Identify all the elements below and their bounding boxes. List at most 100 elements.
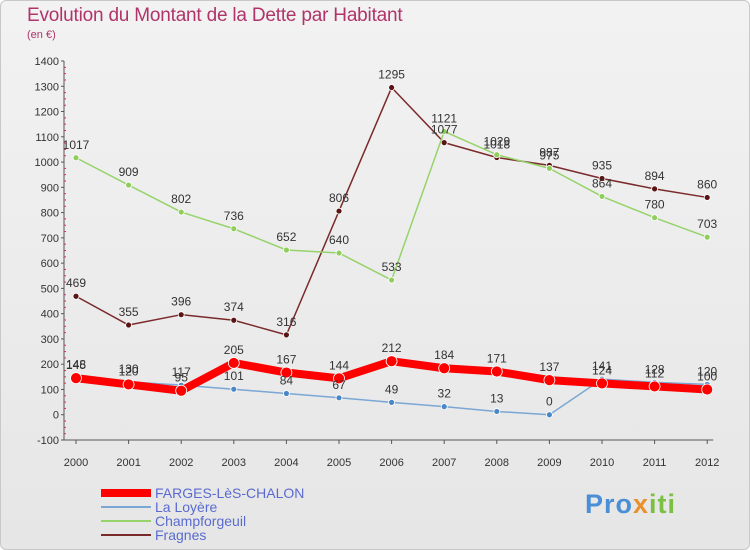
x-tick-label: 2000 xyxy=(64,457,88,469)
data-label: 184 xyxy=(434,348,454,362)
data-point xyxy=(388,84,396,91)
legend-label-la-loyere: La Loyère xyxy=(155,499,218,515)
x-tick-label: 2010 xyxy=(590,457,614,469)
data-label: 736 xyxy=(224,209,244,223)
data-point xyxy=(388,398,396,406)
legend-label-fragnes: Fragnes xyxy=(155,527,207,543)
data-label: 141 xyxy=(592,359,612,373)
data-point xyxy=(703,194,711,201)
data-label: 144 xyxy=(329,358,349,372)
data-point xyxy=(651,214,658,222)
data-point xyxy=(703,233,711,241)
data-label: 864 xyxy=(592,176,612,190)
y-tick-label: 900 xyxy=(41,182,59,194)
x-tick-label: 2002 xyxy=(169,457,193,469)
data-point xyxy=(282,390,290,397)
data-point xyxy=(72,154,80,162)
data-label: 1017 xyxy=(63,138,90,152)
data-point xyxy=(648,380,661,393)
data-label: 120 xyxy=(119,364,139,378)
x-tick-label: 2009 xyxy=(537,457,561,469)
data-point xyxy=(177,311,185,319)
data-label: 167 xyxy=(276,353,296,367)
data-point xyxy=(598,193,606,200)
data-point xyxy=(125,181,132,189)
x-tick-label: 2012 xyxy=(695,457,719,469)
legend-swatch-champforgeuil xyxy=(101,520,151,522)
data-label: 13 xyxy=(490,391,504,405)
y-tick-label: 300 xyxy=(41,334,59,346)
data-point xyxy=(335,249,343,257)
x-tick-label: 2007 xyxy=(432,457,456,469)
data-point xyxy=(230,385,238,393)
data-point xyxy=(543,374,556,387)
data-point xyxy=(546,411,553,419)
x-tick-label: 2008 xyxy=(485,457,509,469)
y-tick-label: 600 xyxy=(41,258,59,270)
data-label: 802 xyxy=(171,192,191,206)
data-label: 806 xyxy=(329,191,349,205)
data-label: 112 xyxy=(645,366,664,380)
legend-item-la-loyere: La Loyère xyxy=(101,500,304,514)
data-label: 469 xyxy=(66,276,86,290)
y-tick-label: 1000 xyxy=(35,157,59,169)
data-label: 117 xyxy=(172,365,191,379)
data-label: 171 xyxy=(487,352,507,366)
data-point xyxy=(122,378,135,391)
data-label: 205 xyxy=(224,343,244,357)
data-label: 1018 xyxy=(483,138,510,152)
data-label: 101 xyxy=(224,369,244,383)
y-tick-label: 1200 xyxy=(35,107,59,119)
series-layer xyxy=(70,84,714,419)
x-tick-label: 2006 xyxy=(379,457,403,469)
y-tick-label: 0 xyxy=(53,410,59,422)
data-point xyxy=(230,225,238,233)
data-label: 148 xyxy=(66,357,86,371)
axes: -100010020030040050060070080090010001100… xyxy=(35,56,720,469)
data-label: 137 xyxy=(539,360,559,374)
x-tick-label: 2001 xyxy=(116,457,140,469)
data-label: 533 xyxy=(382,260,402,274)
data-point xyxy=(701,383,714,396)
data-point xyxy=(596,377,608,390)
data-point xyxy=(227,357,240,369)
legend: FARGES-LèS-CHALON La Loyère Champforgeui… xyxy=(101,486,304,542)
legend-swatch-fragnes xyxy=(101,534,151,536)
data-point xyxy=(493,151,501,159)
data-label: 32 xyxy=(438,387,452,401)
data-label: 652 xyxy=(276,230,296,244)
data-point xyxy=(546,164,553,172)
data-label: 975 xyxy=(539,148,559,162)
data-label: 355 xyxy=(119,305,139,319)
y-tick-label: -100 xyxy=(37,435,59,447)
data-point xyxy=(335,207,343,215)
data-point xyxy=(70,372,82,384)
data-point xyxy=(333,372,345,385)
data-point xyxy=(493,408,501,415)
data-label: 374 xyxy=(224,300,244,314)
data-label: 640 xyxy=(329,233,349,247)
data-point xyxy=(175,384,188,397)
data-label: 124 xyxy=(592,363,612,377)
x-tick-label: 2003 xyxy=(222,457,246,469)
data-point xyxy=(440,403,448,411)
data-point xyxy=(440,139,448,147)
data-label: 1121 xyxy=(431,111,457,125)
data-label: 128 xyxy=(645,362,665,376)
data-point xyxy=(72,292,80,300)
data-label: 396 xyxy=(171,295,191,309)
data-label: 120 xyxy=(697,364,717,378)
data-label: 894 xyxy=(645,169,665,183)
y-tick-label: 100 xyxy=(41,384,59,396)
legend-swatch-la-loyere xyxy=(101,506,151,508)
y-tick-label: 800 xyxy=(41,208,59,220)
y-tick-label: 200 xyxy=(41,359,59,371)
data-label: 95 xyxy=(175,371,189,385)
chart-unit: (en €) xyxy=(27,29,56,41)
data-point xyxy=(651,185,658,193)
legend-label-farges: FARGES-LèS-CHALON xyxy=(155,485,305,501)
data-label: 1295 xyxy=(378,68,405,82)
data-point xyxy=(282,331,290,339)
x-tick-label: 2011 xyxy=(643,457,667,469)
data-label: 316 xyxy=(276,315,296,329)
